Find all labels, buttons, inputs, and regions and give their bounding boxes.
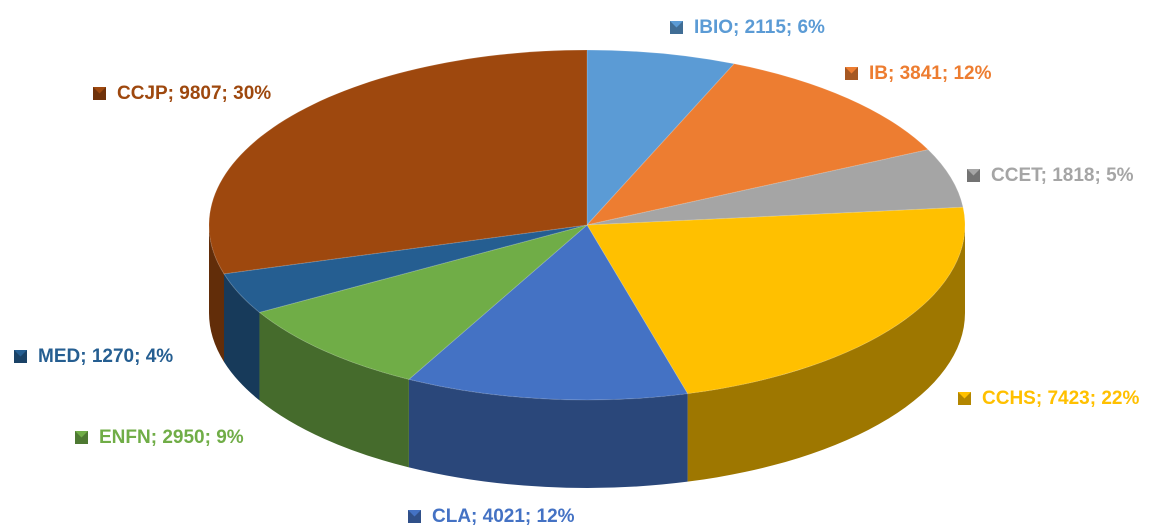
slice-side	[408, 379, 688, 488]
data-label: CLA; 4021; 12%	[432, 506, 575, 527]
slice	[407, 224, 689, 401]
legend-key-shine	[958, 392, 971, 399]
legend-key-shine	[670, 21, 683, 28]
data-label: CCET; 1818; 5%	[991, 165, 1134, 186]
legend-key-shine	[75, 431, 88, 438]
legend-key-shine	[967, 169, 980, 176]
slice	[208, 49, 588, 275]
slice-side	[224, 273, 260, 401]
data-label: CCHS; 7423; 22%	[982, 388, 1139, 409]
slice	[586, 149, 964, 226]
slice-side	[259, 312, 409, 468]
data-label: IBIO; 2115; 6%	[694, 17, 825, 38]
slice	[585, 63, 930, 226]
slice-side	[209, 225, 225, 362]
data-label: CCJP; 9807; 30%	[117, 83, 271, 104]
data-label: ENFN; 2950; 9%	[99, 427, 244, 448]
slice	[258, 224, 588, 380]
legend-key-shine	[93, 87, 106, 94]
data-label: MED; 1270; 4%	[38, 346, 173, 367]
slice	[223, 224, 588, 313]
legend-key-shine	[408, 510, 421, 517]
slice-side	[687, 225, 965, 482]
legend-key-shine	[845, 67, 858, 74]
legend-key-shine	[14, 350, 27, 357]
slice	[586, 206, 966, 395]
data-label: IB; 3841; 12%	[869, 63, 992, 84]
slice	[586, 49, 736, 227]
